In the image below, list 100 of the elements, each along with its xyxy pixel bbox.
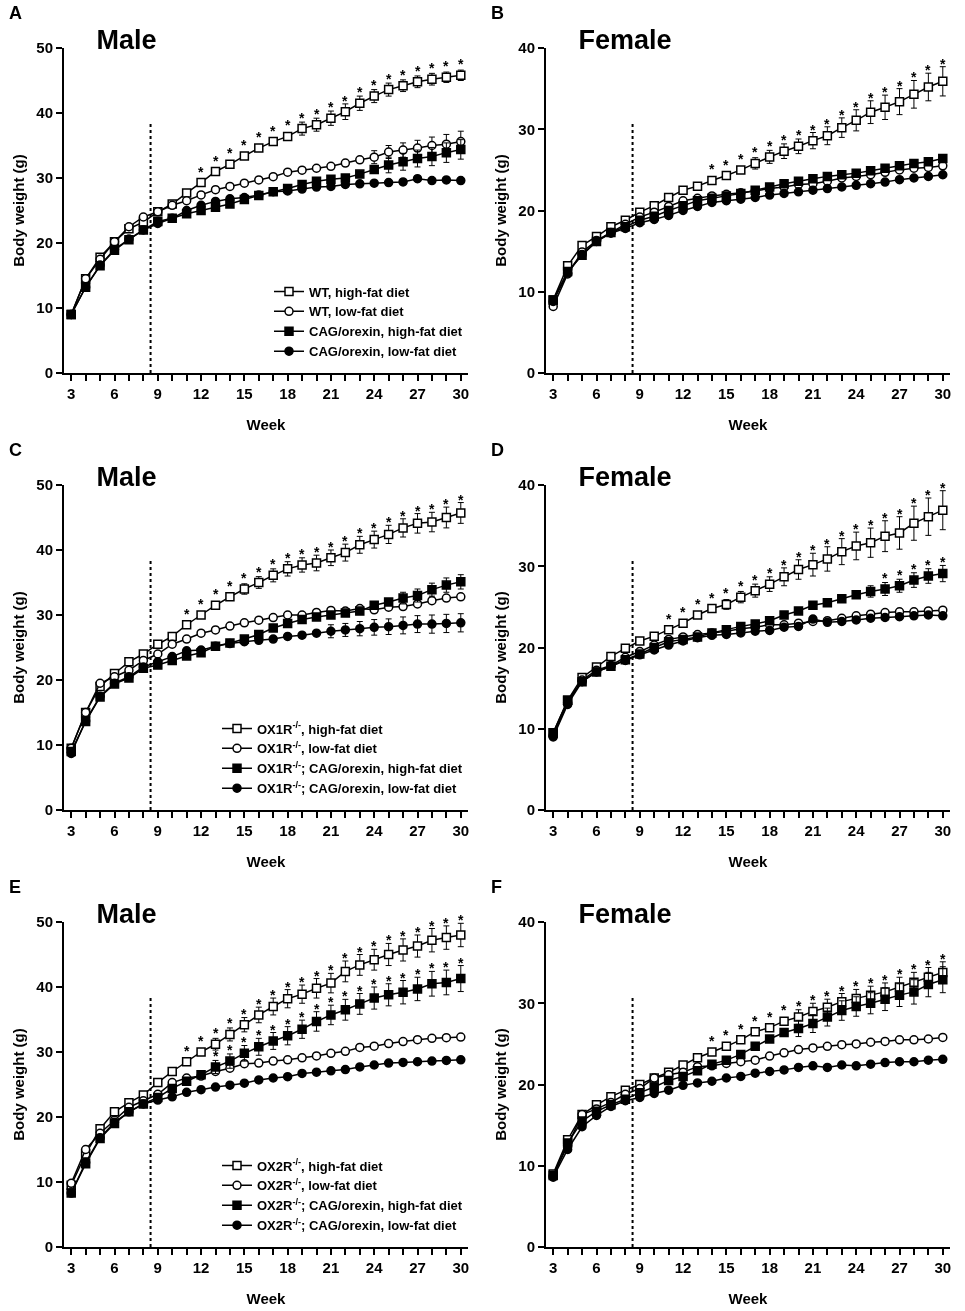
legend-label: OX1R$^{-/-}$; CAG/orexin, high-fat diet [257,759,463,777]
annotation: * [342,950,348,966]
y-tick-label: 40 [518,476,535,494]
annotation: * [810,122,816,138]
x-tick-label: 12 [674,1259,692,1276]
annotation: * [342,988,348,1004]
x-tick-label: 15 [236,1259,253,1276]
x-tick-label: 15 [236,822,253,839]
annotation: * [458,955,464,971]
annotation: * [357,84,363,100]
x-tick-label: 9 [635,822,644,839]
annotation: * [882,84,888,100]
annotation: * [314,544,320,560]
x-tick-label: 15 [718,1259,735,1276]
annotation: * [810,542,816,558]
annotation: * [709,590,715,606]
x-tick-label: 18 [761,385,778,402]
annotation: * [314,1001,320,1017]
annotation: * [256,996,262,1012]
annotation: * [853,978,859,994]
annotation: * [824,988,830,1004]
x-tick-label: 30 [452,1259,470,1276]
annotation: * [184,1043,190,1059]
annotation: * [925,62,931,78]
annotation: * [256,564,262,580]
chart-title: Female [578,899,672,930]
x-tick-label: 6 [110,385,119,402]
annotation: * [328,99,334,115]
y-axis-title: Body weight (g) [492,154,510,267]
x-tick-label: 18 [761,1259,778,1276]
annotation: * [227,1015,233,1031]
x-tick-label: 18 [279,1259,296,1276]
x-tick-label: 12 [192,1259,210,1276]
legend-label: OX1R$^{-/-}$; CAG/orexin, low-fat diet [257,779,457,797]
x-tick-label: 24 [365,1259,384,1276]
annotation: * [400,67,406,83]
text: B [491,3,504,23]
annotation: * [429,918,435,934]
x-tick-label: 21 [322,1259,340,1276]
x-tick-label: 6 [110,1259,119,1276]
x-axis-title: Week [246,852,287,870]
x-tick-label: 24 [365,822,384,839]
annotation: * [386,932,392,948]
text: E [9,877,22,897]
x-tick-label: 6 [592,822,601,839]
x-tick-label: 6 [592,385,601,402]
y-tick-label: 20 [36,1108,53,1126]
annotation: * [415,924,421,940]
y-axis-title: Body weight (g) [10,1028,28,1141]
annotation: * [458,912,464,928]
text: D [491,440,504,460]
x-tick-label: 15 [718,385,735,402]
x-tick-label: 9 [153,822,162,839]
annotation: * [882,570,888,586]
annotation: * [270,556,276,572]
annotation: * [314,968,320,984]
annotation: * [868,90,874,106]
annotation: * [386,973,392,989]
annotation: * [314,106,320,122]
annotation: * [198,1033,204,1049]
annotation: * [868,517,874,533]
y-tick-label: 20 [518,201,535,219]
x-tick-label: 3 [67,822,76,839]
annotation: * [328,994,334,1010]
annotation: * [781,132,787,148]
y-tick-label: 0 [526,364,535,382]
annotation: * [256,1027,262,1043]
annotation: * [285,1016,291,1032]
y-tick-label: 50 [36,913,53,931]
x-tick-label: 18 [279,822,296,839]
annotation: * [738,578,744,594]
annotation: * [458,492,464,508]
annotation: * [839,983,845,999]
legend-label: OX2R$^{-/-}$, low-fat diet [257,1176,378,1194]
x-tick-label: 21 [322,385,340,402]
x-axis-title: Week [728,415,769,433]
x-tick-label: 24 [847,385,866,402]
legend-label: WT, low-fat diet [309,304,405,320]
legend-label: OX1R$^{-/-}$, low-fat diet [257,739,378,757]
annotation: * [198,596,204,612]
annotation: * [429,60,435,76]
x-tick-label: 12 [192,385,210,402]
annotation: * [429,960,435,976]
chart-title: Male [96,462,157,493]
annotation: * [198,164,204,180]
y-tick-label: 10 [518,720,535,737]
x-tick-label: 18 [761,822,778,839]
annotation: * [940,554,946,570]
legend-label: OX2R$^{-/-}$; CAG/orexin, high-fat diet [257,1196,463,1214]
annotation: * [213,1025,219,1041]
annotation: * [241,137,247,153]
annotation: * [911,561,917,577]
annotation: * [328,539,334,555]
y-tick-label: 30 [518,557,535,575]
x-tick-label: 27 [891,385,908,402]
x-tick-label: 12 [192,822,210,839]
y-tick-label: 10 [518,1157,535,1174]
annotation: * [695,596,701,612]
x-tick-label: 15 [236,385,253,402]
x-tick-label: 6 [110,822,119,839]
